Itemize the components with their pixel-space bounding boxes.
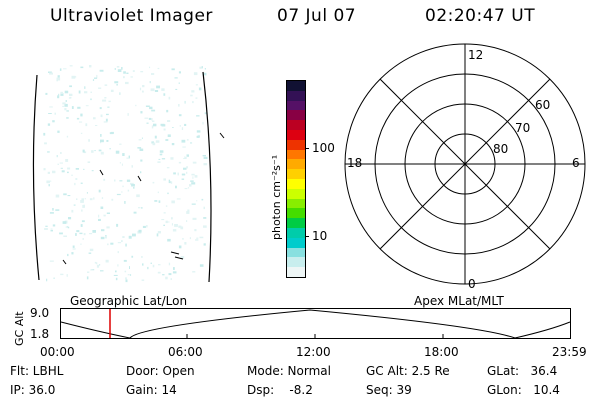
- intensity-colorbar: [286, 80, 306, 278]
- coastline-fragment: [137, 175, 142, 182]
- colorbar-band: [287, 169, 305, 179]
- colorbar-band: [287, 257, 305, 268]
- colorbar-band: [287, 188, 305, 199]
- time-label-1200: 12:00: [296, 345, 331, 359]
- colorbar-band: [287, 267, 305, 277]
- info-gain: Gain: 14: [126, 383, 177, 397]
- colorbar-band: [287, 120, 305, 130]
- time-label-0600: 06:00: [168, 345, 203, 359]
- orbit-ymax: 9.0: [30, 306, 50, 320]
- mlt-meridian-diagonal: [379, 78, 551, 250]
- mlt-label-6: 6: [572, 156, 580, 170]
- mlt-label-0: 0: [468, 277, 476, 291]
- auroral-emission-speckles: [43, 65, 208, 283]
- limb-line-right: [202, 71, 212, 283]
- coastline-fragment: [62, 259, 67, 265]
- colorbar-band: [287, 129, 305, 140]
- colorbar-unit-label: photon cm⁻²s⁻¹: [270, 155, 282, 240]
- coastline-fragment: [99, 169, 104, 176]
- mlat-label-80: 80: [493, 142, 508, 156]
- mlat-label-70: 70: [515, 121, 530, 135]
- colorbar-band: [287, 149, 305, 160]
- info-glon: GLon: 10.4: [487, 383, 560, 397]
- coastline-fragment: [170, 251, 180, 255]
- coastline-fragment: [174, 256, 184, 260]
- colorbar-tick-100: 100: [312, 141, 335, 155]
- colorbar-tick-mark: [305, 236, 309, 237]
- info-seq: Seq: 39: [366, 383, 412, 397]
- info-dsp: Dsp: -8.2: [247, 383, 313, 397]
- time-label-0000: 00:00: [40, 345, 75, 359]
- apex-title: Apex MLat/MLT: [414, 294, 504, 308]
- info-ip: IP: 36.0: [10, 383, 56, 397]
- colorbar-band: [287, 178, 305, 189]
- colorbar-band: [287, 100, 305, 111]
- mlt-label-18: 18: [347, 156, 362, 170]
- colorbar-band: [287, 159, 305, 170]
- image-time: 02:20:47 UT: [425, 6, 536, 26]
- coastline-fragment: [219, 132, 225, 139]
- colorbar-tick-mark: [305, 148, 309, 149]
- orbit-ymin: 1.8: [30, 327, 50, 341]
- info-glat: GLat: 36.4: [487, 364, 558, 378]
- geographic-title: Geographic Lat/Lon: [70, 294, 188, 308]
- orbit-plot-frame: [60, 308, 571, 339]
- colorbar-band: [287, 81, 305, 91]
- colorbar-band: [287, 208, 305, 219]
- orbit-altitude-plot: [60, 308, 571, 339]
- limb-line-left: [32, 74, 40, 281]
- polar-mlat-mlt-plot: 12 18 6 0 60 70 80: [344, 43, 586, 291]
- info-filter: Flt: LBHL: [10, 364, 64, 378]
- info-mode: Mode: Normal: [247, 364, 331, 378]
- time-label-2359: 23:59: [552, 345, 587, 359]
- colorbar-band: [287, 110, 305, 121]
- image-date: 07 Jul 07: [277, 6, 357, 26]
- colorbar-band: [287, 198, 305, 209]
- colorbar-band: [287, 139, 305, 150]
- colorbar-band: [287, 218, 305, 228]
- colorbar-unit-label-container: photon cm⁻²s⁻¹: [270, 155, 282, 240]
- time-label-1800: 18:00: [424, 345, 459, 359]
- info-gc-alt: GC Alt: 2.5 Re: [366, 364, 450, 378]
- orbit-ylabel-container: GC Alt: [13, 311, 26, 346]
- instrument-title: Ultraviolet Imager: [50, 6, 213, 26]
- colorbar-band: [287, 90, 305, 101]
- altitude-curve: [60, 309, 571, 339]
- colorbar-tick-10: 10: [312, 229, 328, 243]
- colorbar-band: [287, 237, 305, 248]
- mlat-label-60: 60: [535, 98, 550, 112]
- colorbar-band: [287, 247, 305, 258]
- mlt-label-12: 12: [468, 48, 483, 62]
- orbit-ylabel: GC Alt: [13, 311, 26, 346]
- info-door: Door: Open: [126, 364, 195, 378]
- colorbar-band: [287, 227, 305, 238]
- geographic-image-panel: [32, 65, 225, 283]
